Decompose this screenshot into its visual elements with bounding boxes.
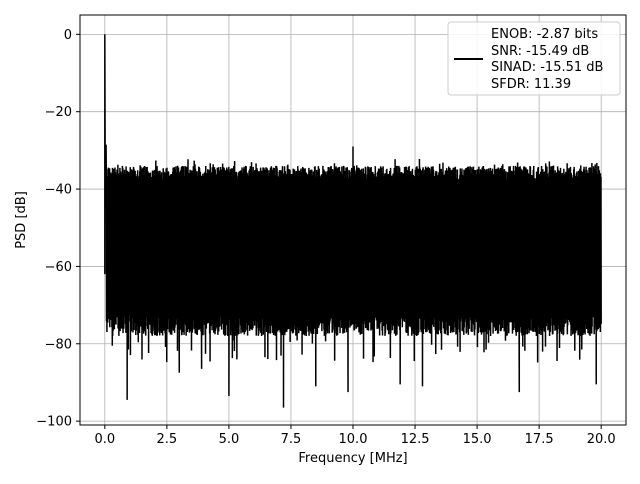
- y-tick-label: −80: [45, 337, 72, 352]
- legend-snr: SNR: -15.49 dB: [491, 44, 589, 59]
- x-axis-label: Frequency [MHz]: [298, 451, 407, 466]
- y-tick-label: −100: [36, 415, 72, 430]
- y-axis-label: PSD [dB]: [14, 191, 29, 249]
- psd-line: [104, 34, 602, 408]
- legend-sinad: SINAD: -15.51 dB: [491, 60, 603, 75]
- x-tick-label: 0.0: [94, 432, 115, 447]
- y-axis-ticks: 0 −20 −40 −60 −80 −100: [36, 28, 80, 430]
- legend: ENOB: -2.87 bits SNR: -15.49 dB SINAD: -…: [447, 21, 621, 96]
- x-axis-ticks: 0.0 2.5 5.0 7.5 10.0 12.5 15.0 17.5 20.0: [94, 425, 616, 447]
- psd-series: [104, 34, 602, 408]
- y-tick-label: −60: [45, 260, 72, 275]
- legend-box: [447, 21, 621, 96]
- x-tick-label: 10.0: [339, 432, 368, 447]
- x-tick-label: 17.5: [525, 432, 554, 447]
- y-tick-label: −20: [45, 105, 72, 120]
- x-tick-label: 5.0: [219, 432, 240, 447]
- x-tick-label: 12.5: [401, 432, 430, 447]
- x-tick-label: 20.0: [587, 432, 616, 447]
- x-tick-label: 15.0: [463, 432, 492, 447]
- y-tick-label: 0: [64, 28, 72, 43]
- legend-enob: ENOB: -2.87 bits: [491, 27, 598, 42]
- x-tick-label: 2.5: [157, 432, 178, 447]
- y-tick-label: −40: [45, 183, 72, 198]
- x-tick-label: 7.5: [281, 432, 302, 447]
- legend-sfdr: SFDR: 11.39: [491, 77, 571, 92]
